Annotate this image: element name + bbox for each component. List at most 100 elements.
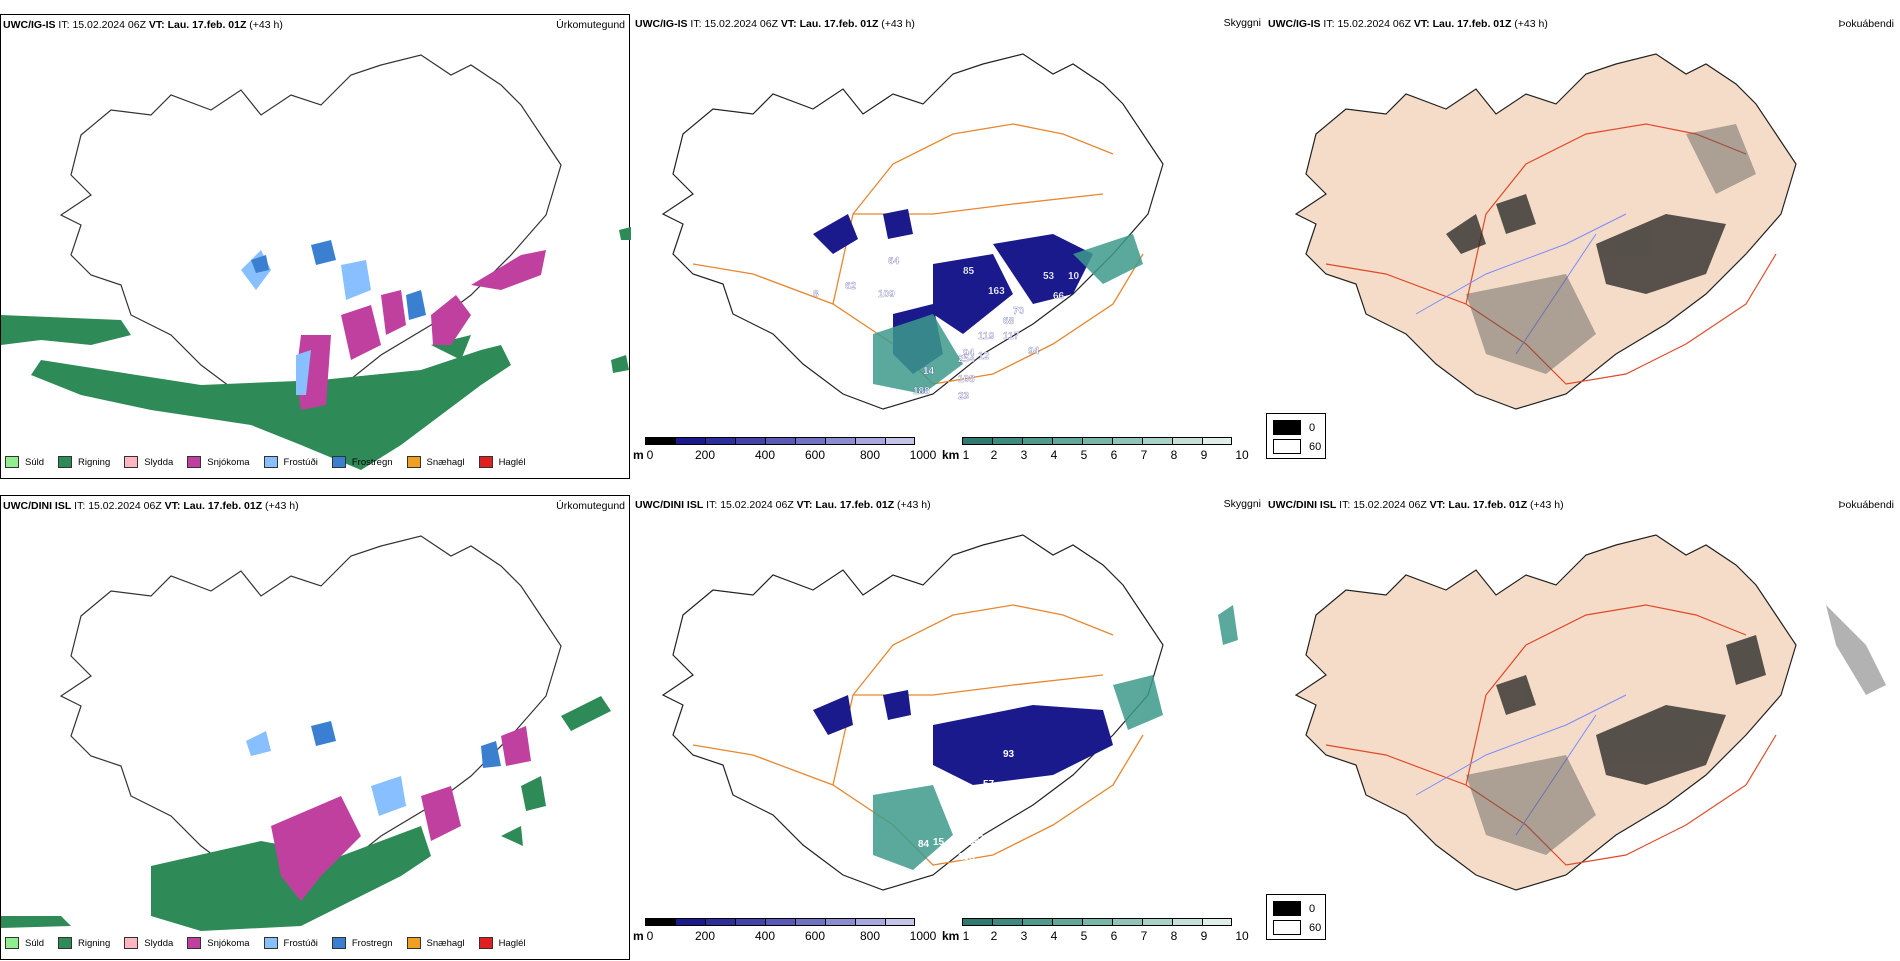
vis-km-tick: 4 xyxy=(1050,448,1058,462)
fog-light-area xyxy=(1826,605,1886,695)
precip-legend: Súld Rigning Slydda Snjókoma Frostúði Fr… xyxy=(5,456,540,468)
vis-number-label: 163 xyxy=(988,286,1005,297)
frz-drizzle-area xyxy=(246,731,271,756)
fog-area xyxy=(1596,705,1726,785)
legend-swatch xyxy=(406,937,421,949)
vis-low-areas xyxy=(813,690,1113,785)
legend-item: Frostregn xyxy=(331,937,393,949)
vis-number-label: 94 xyxy=(963,348,975,359)
vis-low-area xyxy=(883,209,913,239)
fog-panel-row1: UWC/IG-IS IT: 15.02.2024 06Z VT: Lau. 17… xyxy=(1266,14,1896,479)
rain-area xyxy=(521,776,546,811)
snow-area xyxy=(501,726,531,766)
rain-area xyxy=(431,335,471,360)
legend-swatch xyxy=(5,937,19,949)
rain-area xyxy=(31,345,511,470)
panel-header: UWC/DINI ISL IT: 15.02.2024 06Z VT: Lau.… xyxy=(635,499,931,511)
vis-number-label: 14 xyxy=(923,366,935,377)
product-title: Úrkomutegund xyxy=(556,500,625,512)
vis-number-label: 10 xyxy=(1068,271,1080,282)
snow-area xyxy=(431,295,471,345)
vis-teal-area xyxy=(873,785,953,870)
frz-rain-area xyxy=(251,255,269,273)
rain-area xyxy=(611,355,629,373)
fog-legend: 0 60 xyxy=(1266,413,1326,459)
legend-item: Rigning xyxy=(58,937,110,949)
rain-area xyxy=(1,315,131,345)
vis-low-area xyxy=(813,214,858,254)
vis-number-label: 563 xyxy=(963,837,980,848)
product-title: Úrkomutegund xyxy=(556,19,625,31)
iceland-coastline xyxy=(661,53,1164,410)
fog-map xyxy=(1294,53,1797,410)
vis-number-label: 57 xyxy=(983,779,995,790)
vis-low-area xyxy=(883,690,911,720)
legend-item: Frostúði xyxy=(263,456,318,468)
vis-low-area xyxy=(993,234,1093,304)
vis-m-tick: 0 xyxy=(646,448,654,462)
river xyxy=(1515,714,1597,836)
vis-teal-area xyxy=(1113,675,1163,730)
vis-number-label: 66 xyxy=(1053,291,1065,302)
vis-km-tick: 10 xyxy=(1235,929,1249,943)
vis-low-area xyxy=(933,254,1013,334)
vis-number-label: 247 xyxy=(948,872,965,883)
fog-light-areas xyxy=(1466,124,1756,374)
panel-header: UWC/IG-IS IT: 15.02.2024 06Z VT: Lau. 17… xyxy=(1268,18,1548,30)
snow-areas xyxy=(271,726,531,901)
freezing-drizzle-areas xyxy=(246,731,406,816)
road xyxy=(1465,123,1747,305)
legend-swatch xyxy=(331,456,346,468)
panel-header: UWC/IG-IS IT: 15.02.2024 06Z VT: Lau. 17… xyxy=(3,19,283,31)
fog-light-areas xyxy=(1466,605,1886,855)
legend-swatch xyxy=(58,937,73,949)
visibility-panel-row2: UWC/DINI ISL IT: 15.02.2024 06Z VT: Lau.… xyxy=(633,495,1263,960)
vis-number-label: 70 xyxy=(1013,306,1025,317)
vis-m-unit: m xyxy=(633,929,644,943)
rain-areas xyxy=(1,227,631,470)
vis-m-tick: 800 xyxy=(859,448,881,462)
legend-item: Snæhagl xyxy=(406,456,465,468)
river xyxy=(1415,213,1627,315)
fog-areas xyxy=(1446,194,1726,294)
vis-km-unit: km xyxy=(942,929,960,943)
vis-m-tick: 0 xyxy=(646,929,654,943)
freezing-rain-areas xyxy=(251,240,426,320)
legend-swatch xyxy=(187,456,202,468)
legend-swatch xyxy=(263,456,278,468)
vis-number-label: 90 xyxy=(918,863,930,874)
vis-number-label: 117 xyxy=(1003,331,1020,342)
road xyxy=(692,734,1144,866)
vis-km-tick: 8 xyxy=(1170,929,1178,943)
vis-number-label: 59 xyxy=(888,744,900,755)
frz-drizzle-area xyxy=(341,260,371,300)
road xyxy=(1325,253,1777,385)
vis-number-label: 57 xyxy=(843,737,855,748)
precip-panel-row1: UWC/IG-IS IT: 15.02.2024 06Z VT: Lau. 17… xyxy=(0,14,631,479)
vis-m-tick: 800 xyxy=(859,929,881,943)
fog-light-area xyxy=(1466,755,1596,855)
vis-teal-areas xyxy=(873,234,1143,394)
rain-area xyxy=(1,916,71,928)
vis-km-tick: 1 xyxy=(962,448,970,462)
precip-map xyxy=(1,535,611,931)
product-title: Þokuábendi xyxy=(1838,499,1894,511)
panel-header: UWC/DINI ISL IT: 15.02.2024 06Z VT: Lau.… xyxy=(3,500,299,512)
legend-item: Slydda xyxy=(124,456,173,468)
vis-km-tick: 2 xyxy=(990,929,998,943)
rain-area xyxy=(501,826,523,846)
vis-km-unit: km xyxy=(942,448,960,462)
freezing-rain-areas xyxy=(311,721,501,768)
fog-areas xyxy=(1496,635,1766,785)
legend-item: Snæhagl xyxy=(406,937,465,949)
river xyxy=(1415,694,1627,796)
vis-number-label: 119 xyxy=(978,331,995,342)
vis-km-tick: 6 xyxy=(1110,448,1118,462)
frz-drizzle-area xyxy=(296,350,311,395)
legend-item: Slydda xyxy=(124,937,173,949)
vis-number-label: 57 xyxy=(873,722,885,733)
snow-area xyxy=(271,796,361,901)
fog-legend-min: 60 xyxy=(1309,921,1322,934)
product-title: Skyggni xyxy=(1223,17,1261,29)
